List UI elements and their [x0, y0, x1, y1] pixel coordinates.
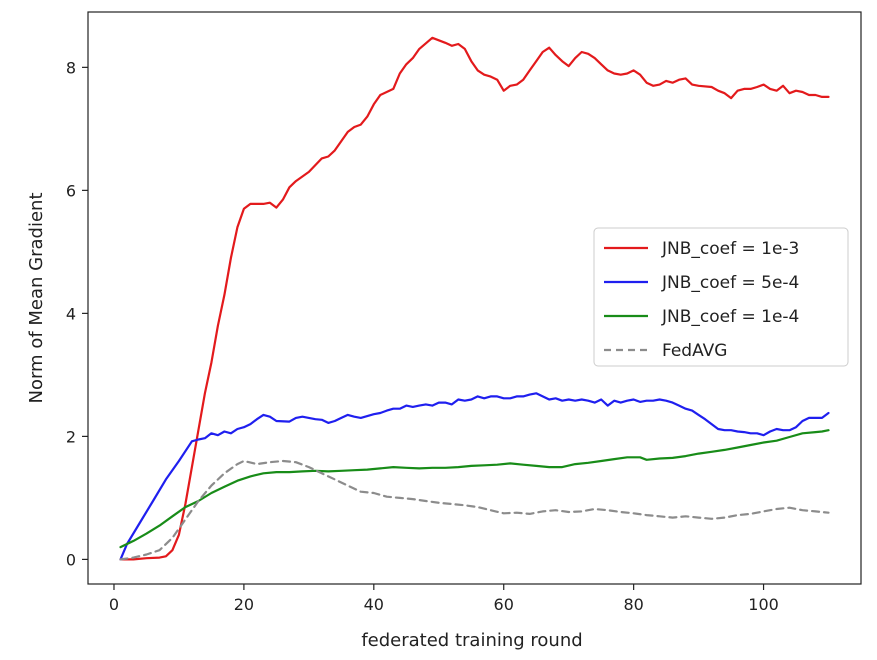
y-tick-label: 6: [66, 181, 76, 200]
y-tick-label: 8: [66, 58, 76, 77]
legend-label-3: JNB_coef = 1e-4: [661, 307, 799, 327]
x-axis-label: federated training round: [361, 630, 582, 651]
series-line-4: [119, 459, 830, 561]
legend-label-1: JNB_coef = 1e-3: [661, 239, 799, 259]
series-line-1: [119, 36, 830, 561]
x-tick-label: 100: [748, 595, 779, 614]
y-tick-label: 2: [66, 427, 76, 446]
x-tick-label: 80: [623, 595, 643, 614]
series-line-3: [119, 429, 830, 549]
x-tick-label: 60: [494, 595, 514, 614]
y-axis-label: Norm of Mean Gradient: [26, 193, 47, 404]
y-tick-label: 4: [66, 304, 76, 323]
legend-label-2: JNB_coef = 5e-4: [661, 273, 799, 293]
legend-label-4: FedAVG: [662, 341, 727, 361]
legend-box: [593, 227, 849, 367]
x-tick-label: 40: [364, 595, 384, 614]
series-layer: [119, 36, 830, 561]
y-tick-label: 0: [66, 550, 76, 569]
x-tick-label: 20: [234, 595, 254, 614]
legend: JNB_coef = 1e-3 JNB_coef = 5e-4 JNB_coef =…: [593, 227, 849, 367]
y-axis-ticks: 0 2 4 6 8: [66, 58, 88, 569]
series-line-2: [119, 392, 830, 561]
x-axis-ticks: 0 20 40 60 80 100: [109, 584, 779, 614]
x-tick-label: 0: [109, 595, 119, 614]
